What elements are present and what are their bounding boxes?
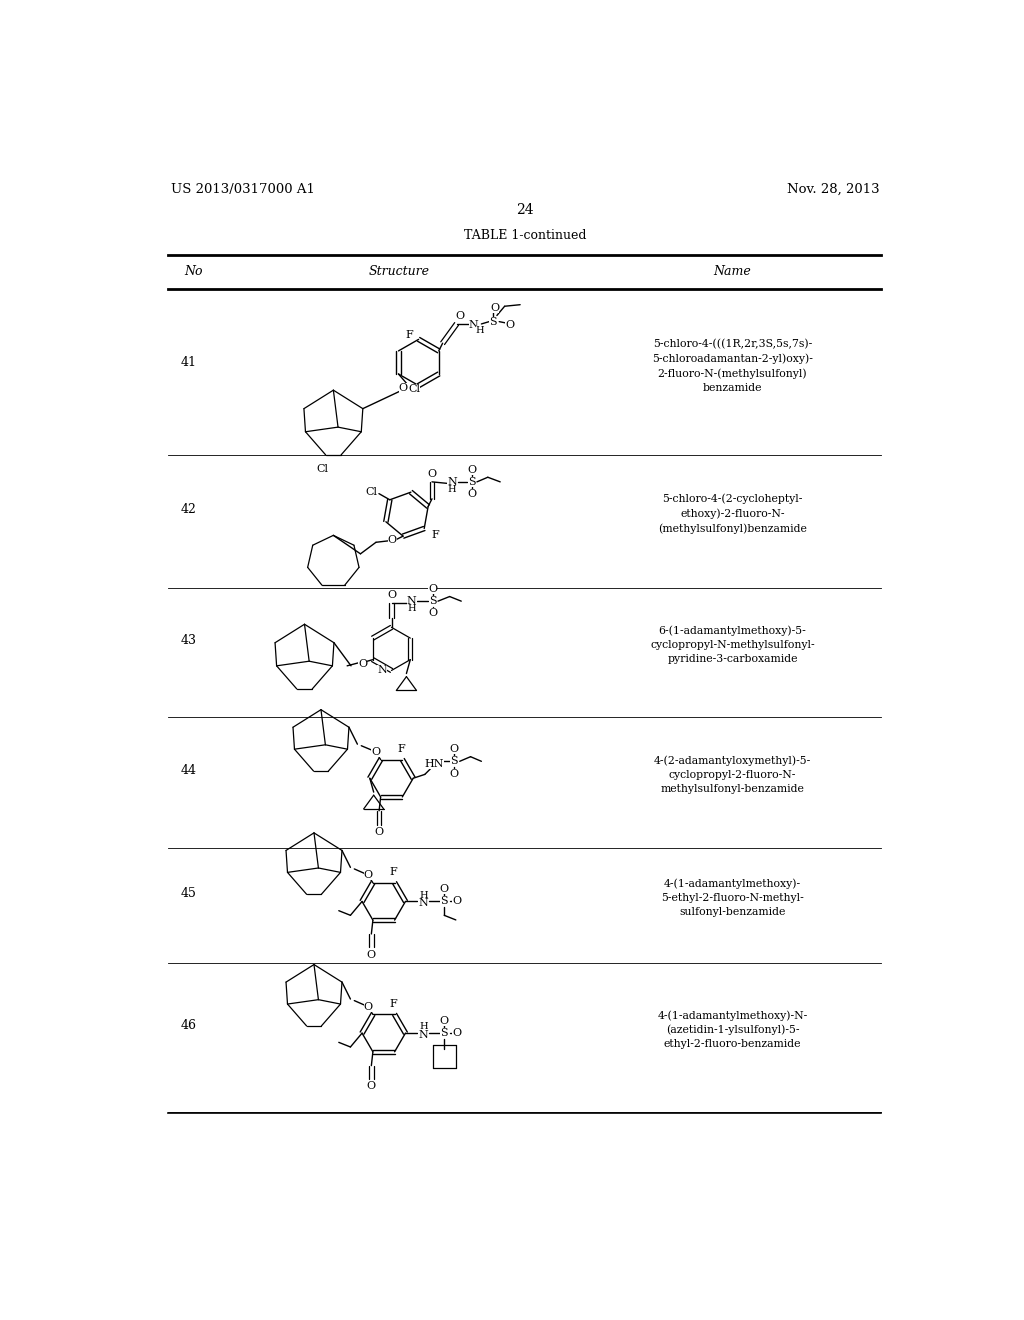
Text: F: F (389, 999, 397, 1008)
Text: O: O (388, 535, 397, 545)
Text: 44: 44 (180, 764, 197, 777)
Text: F: F (406, 330, 414, 341)
Text: O: O (467, 465, 476, 475)
Text: O: O (398, 383, 408, 393)
Text: O: O (450, 768, 459, 779)
Text: Cl: Cl (408, 384, 420, 395)
Text: H: H (419, 1023, 428, 1031)
Text: S: S (489, 317, 497, 326)
Text: O: O (367, 950, 376, 960)
Text: O: O (439, 884, 449, 894)
Text: O: O (467, 490, 476, 499)
Text: 45: 45 (180, 887, 197, 900)
Text: O: O (450, 744, 459, 754)
Text: 24: 24 (516, 203, 534, 216)
Text: S: S (429, 597, 436, 606)
Text: O: O (427, 469, 436, 479)
Text: Cl: Cl (366, 487, 377, 498)
Text: TABLE 1-continued: TABLE 1-continued (464, 230, 586, 243)
Text: O: O (358, 659, 368, 668)
Text: 4-(2-adamantyloxymethyl)-5-
cyclopropyl-2-fluoro-N-
methylsulfonyl-benzamide: 4-(2-adamantyloxymethyl)-5- cyclopropyl-… (654, 755, 811, 793)
Text: H: H (475, 326, 484, 334)
Text: N: N (419, 1030, 428, 1040)
Text: 46: 46 (180, 1019, 197, 1032)
Text: Nov. 28, 2013: Nov. 28, 2013 (787, 183, 880, 197)
Text: O: O (387, 590, 396, 601)
Text: S: S (440, 1028, 449, 1038)
Text: H: H (419, 891, 428, 900)
Text: O: O (490, 302, 499, 313)
Text: No: No (183, 265, 203, 279)
Text: F: F (431, 529, 439, 540)
Text: US 2013/0317000 A1: US 2013/0317000 A1 (171, 183, 314, 197)
Text: O: O (367, 1081, 376, 1092)
Text: S: S (440, 896, 449, 907)
Text: F: F (397, 743, 404, 754)
Text: HN: HN (424, 759, 443, 770)
Text: O: O (452, 1028, 461, 1038)
Text: S: S (451, 756, 458, 767)
Text: 4-(1-adamantylmethoxy)-
5-ethyl-2-fluoro-N-methyl-
sulfonyl-benzamide: 4-(1-adamantylmethoxy)- 5-ethyl-2-fluoro… (662, 878, 804, 917)
Text: O: O (439, 1016, 449, 1026)
Text: O: O (506, 319, 515, 330)
Text: O: O (428, 609, 437, 619)
Text: 4-(1-adamantylmethoxy)-N-
(azetidin-1-ylsulfonyl)-5-
ethyl-2-fluoro-benzamide: 4-(1-adamantylmethoxy)-N- (azetidin-1-yl… (657, 1010, 808, 1049)
Text: S: S (468, 477, 475, 487)
Text: 42: 42 (180, 503, 197, 516)
Text: O: O (364, 870, 373, 880)
Text: O: O (364, 1002, 373, 1011)
Text: N: N (407, 597, 417, 606)
Text: Structure: Structure (369, 265, 430, 279)
Text: N: N (469, 321, 478, 330)
Text: F: F (389, 867, 397, 876)
Text: 6-(1-adamantylmethoxy)-5-
cyclopropyl-N-methylsulfonyl-
pyridine-3-carboxamide: 6-(1-adamantylmethoxy)-5- cyclopropyl-N-… (650, 626, 815, 664)
Text: H: H (447, 484, 457, 494)
Text: O: O (428, 583, 437, 594)
Text: Cl: Cl (316, 463, 329, 474)
Text: 43: 43 (180, 635, 197, 647)
Text: O: O (455, 312, 464, 321)
Text: 5-chloro-4-(2-cycloheptyl-
ethoxy)-2-fluoro-N-
(methylsulfonyl)benzamide: 5-chloro-4-(2-cycloheptyl- ethoxy)-2-flu… (658, 494, 807, 533)
Text: Name: Name (714, 265, 752, 279)
Text: N: N (447, 477, 457, 487)
Text: O: O (372, 747, 381, 756)
Text: N: N (419, 898, 428, 908)
Text: O: O (375, 828, 384, 837)
Text: O: O (452, 896, 461, 907)
Text: N: N (377, 665, 387, 676)
Text: 41: 41 (180, 356, 197, 370)
Text: H: H (408, 603, 416, 612)
Text: 5-chloro-4-(((1R,2r,3S,5s,7s)-
5-chloroadamantan-2-yl)oxy)-
2-fluoro-N-(methylsu: 5-chloro-4-(((1R,2r,3S,5s,7s)- 5-chloroa… (652, 339, 813, 393)
